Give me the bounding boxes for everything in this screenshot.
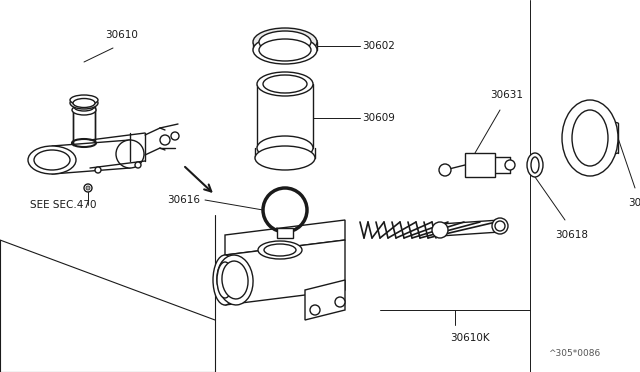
Circle shape [505, 160, 515, 170]
Ellipse shape [70, 95, 98, 105]
Circle shape [160, 135, 170, 145]
Circle shape [84, 184, 92, 192]
Ellipse shape [439, 164, 451, 176]
Ellipse shape [70, 97, 98, 109]
Ellipse shape [116, 140, 144, 168]
Circle shape [86, 186, 90, 190]
Circle shape [135, 162, 141, 168]
Polygon shape [225, 240, 345, 305]
Ellipse shape [259, 31, 311, 53]
Ellipse shape [572, 110, 608, 166]
Text: 30616: 30616 [167, 195, 200, 205]
Circle shape [51, 153, 59, 161]
Text: ^305*0086: ^305*0086 [548, 349, 600, 358]
Ellipse shape [34, 150, 70, 170]
Ellipse shape [255, 146, 315, 170]
Ellipse shape [492, 218, 508, 234]
Bar [465, 153, 495, 177]
Text: 30610K: 30610K [450, 333, 490, 343]
Ellipse shape [259, 39, 311, 61]
Circle shape [171, 132, 179, 140]
Ellipse shape [495, 221, 505, 231]
Ellipse shape [28, 146, 76, 174]
Ellipse shape [527, 153, 543, 177]
Text: 30610: 30610 [105, 30, 138, 40]
Ellipse shape [253, 28, 317, 56]
Text: 30618: 30618 [555, 230, 588, 240]
Ellipse shape [253, 36, 317, 64]
Text: 30609: 30609 [362, 113, 395, 123]
Ellipse shape [213, 255, 237, 305]
Ellipse shape [72, 105, 96, 115]
Ellipse shape [562, 100, 618, 176]
Ellipse shape [217, 262, 233, 298]
Ellipse shape [217, 255, 253, 305]
Circle shape [95, 167, 101, 173]
Ellipse shape [257, 72, 313, 96]
Polygon shape [225, 220, 345, 255]
Ellipse shape [257, 136, 313, 160]
Polygon shape [305, 280, 345, 320]
Circle shape [335, 297, 345, 307]
Ellipse shape [222, 261, 248, 299]
Text: SEE SEC.470: SEE SEC.470 [30, 200, 97, 210]
Text: 30617: 30617 [628, 198, 640, 208]
Ellipse shape [432, 222, 448, 238]
Ellipse shape [73, 99, 95, 108]
Ellipse shape [531, 157, 539, 173]
Circle shape [310, 305, 320, 315]
Text: 30631: 30631 [490, 90, 523, 100]
Ellipse shape [264, 244, 296, 256]
Bar [277, 228, 293, 238]
Text: 30602: 30602 [362, 41, 395, 51]
Ellipse shape [263, 75, 307, 93]
Ellipse shape [258, 241, 302, 259]
Ellipse shape [74, 103, 94, 111]
